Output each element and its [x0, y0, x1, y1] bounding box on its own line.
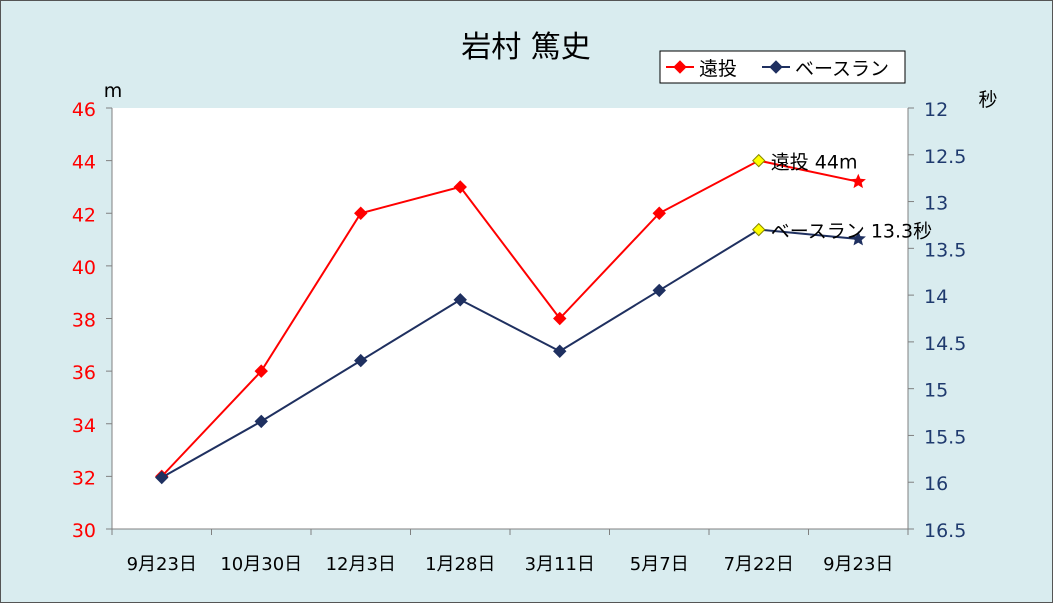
series-1-point [354, 206, 368, 220]
chart-title: 岩村 篤史 [461, 30, 591, 65]
left-axis-tick-label: 40 [72, 257, 96, 279]
series-2-last-point [850, 231, 866, 246]
legend-label: ベースラン [795, 58, 889, 80]
series-2-point [453, 293, 467, 307]
x-axis-tick-label: 7月22日 [724, 554, 794, 575]
series-1-point [553, 311, 567, 326]
series-1-point [254, 364, 268, 378]
series-1-annotation: 遠投 44m [771, 152, 858, 174]
series-1-line [161, 159, 859, 478]
series-1-last-point [850, 173, 866, 189]
right-axis-tick-label: 12 [924, 99, 948, 121]
x-axis-tick-label: 12月3日 [326, 554, 396, 575]
right-axis-tick-label: 12.5 [924, 146, 966, 168]
left-axis-tick-label: 34 [72, 415, 96, 437]
series-2-point [553, 344, 567, 358]
series-2-annotation: ベースラン 13.3秒 [771, 221, 932, 243]
series-2-point [652, 283, 666, 298]
plot-area [112, 108, 908, 529]
left-axis-tick-label: 42 [72, 204, 96, 226]
x-axis-tick-label: 9月23日 [127, 554, 197, 575]
right-axis-tick-label: 15 [924, 380, 948, 402]
x-axis-tick-label: 5月7日 [630, 554, 689, 575]
series-2-point [254, 414, 268, 429]
legend-swatch-marker [769, 60, 783, 74]
x-axis-tick-label: 1月28日 [425, 554, 495, 575]
x-axis-tick-label: 10月30日 [220, 554, 302, 575]
legend-swatch-marker [673, 60, 687, 74]
right-axis-tick-label: 14.5 [924, 333, 966, 355]
left-axis-tick-label: 30 [72, 520, 96, 542]
left-axis-unit: m [104, 80, 123, 102]
series-2-point [155, 470, 169, 485]
series-2-highlight-point [752, 222, 766, 237]
series-2-point [354, 353, 368, 368]
series-2-line [161, 228, 859, 479]
right-axis-tick-label: 13.5 [924, 239, 966, 261]
right-axis-tick-label: 16.5 [924, 520, 966, 542]
right-axis-tick-label: 15.5 [924, 426, 966, 448]
left-axis-tick-label: 38 [72, 310, 96, 332]
right-axis-tick-label: 13 [924, 193, 948, 215]
series-1-point [652, 206, 666, 220]
left-axis-tick-label: 44 [72, 152, 96, 174]
x-axis-tick-label: 9月23日 [823, 554, 893, 575]
series-1-highlight-point [752, 153, 766, 168]
right-axis-tick-label: 16 [924, 473, 948, 495]
left-axis-tick-label: 36 [72, 362, 96, 384]
series-1-point [453, 180, 467, 194]
left-axis-tick-label: 32 [72, 467, 96, 489]
legend-label: 遠投 [699, 58, 737, 80]
right-axis-unit: 秒 [978, 89, 997, 111]
x-axis-tick-label: 3月11日 [525, 554, 595, 575]
left-axis-tick-label: 46 [72, 99, 96, 121]
right-axis-tick-label: 14 [924, 286, 948, 308]
